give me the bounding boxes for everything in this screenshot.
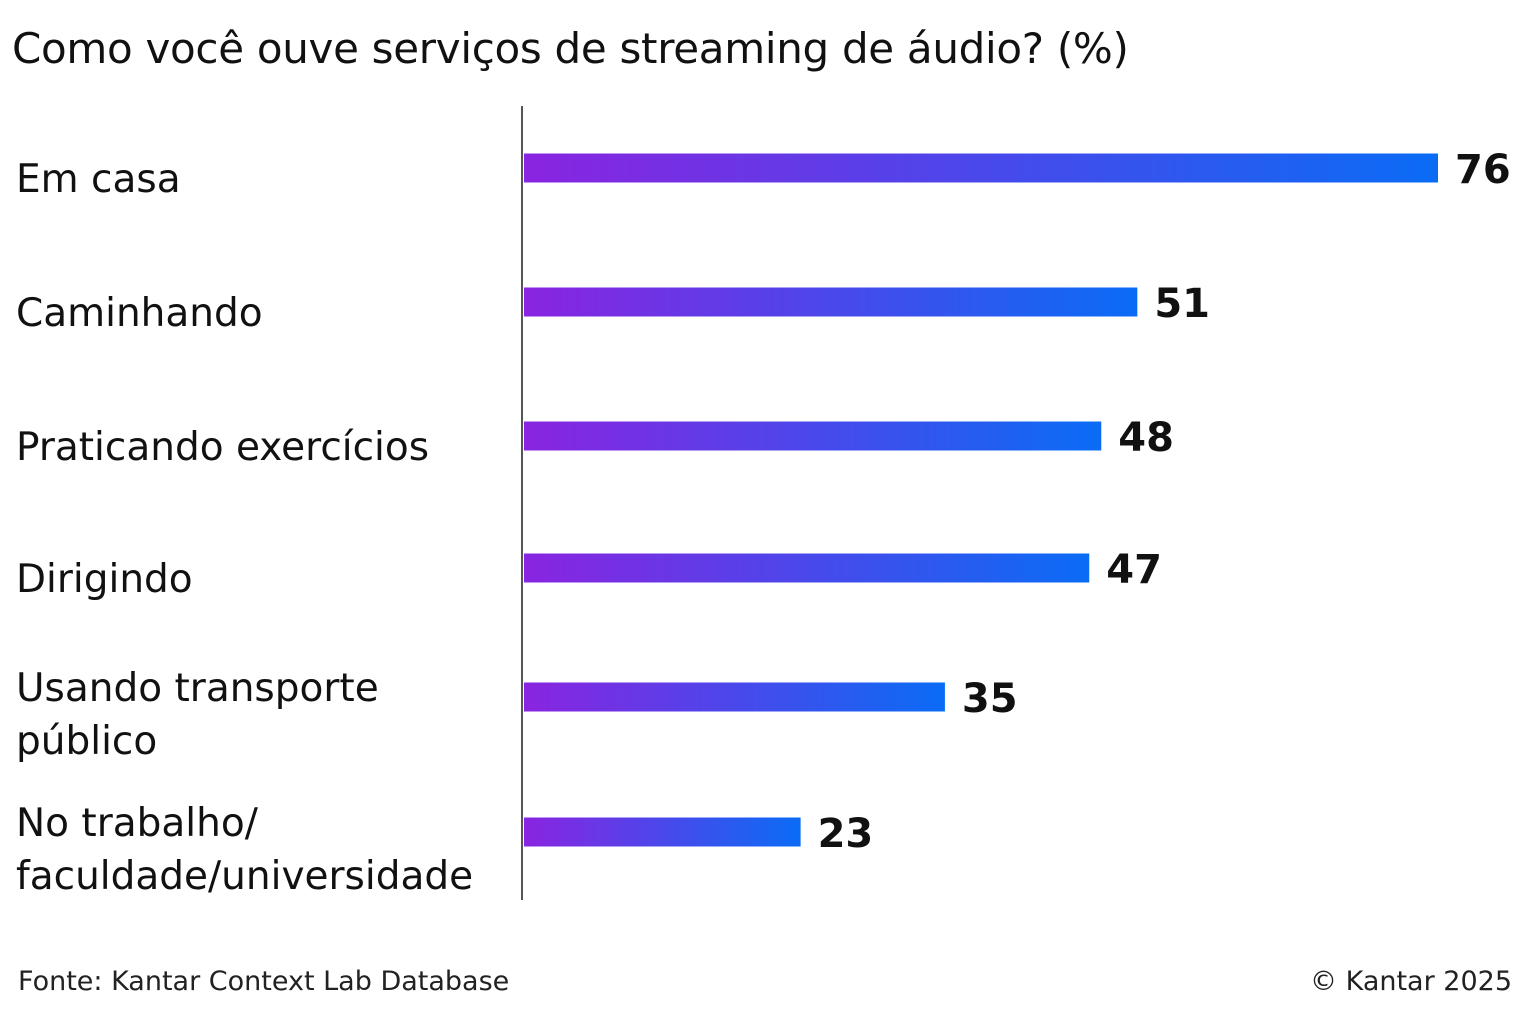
category-label-4: Usando transporte público — [16, 666, 379, 764]
bar-4 — [524, 682, 945, 712]
bar-5 — [524, 817, 801, 847]
bar-1 — [524, 287, 1138, 317]
category-label-2: Praticando exercícios — [16, 425, 429, 470]
category-label-line: No trabalho/ — [16, 801, 259, 846]
chart-title: Como você ouve serviços de streaming de … — [12, 24, 1129, 73]
category-label-line: Usando transporte — [16, 666, 379, 711]
category-label-line: Praticando exercícios — [16, 425, 429, 470]
bar-0 — [524, 153, 1438, 183]
value-label-4: 35 — [962, 676, 1018, 722]
bar-chart: 76 Em casa 51 Caminhando 48 Praticando exercí… — [16, 106, 1511, 900]
category-label-line: Dirigindo — [16, 557, 193, 602]
category-label-line: Caminhando — [16, 291, 263, 336]
category-label-1: Caminhando — [16, 291, 263, 336]
category-label-5: No trabalho/faculdade/universidade — [16, 801, 473, 899]
value-label-0: 76 — [1455, 147, 1511, 193]
category-label-0: Em casa — [16, 157, 181, 202]
category-label-line: público — [16, 719, 157, 764]
value-label-3: 47 — [1106, 547, 1162, 593]
category-label-line: faculdade/universidade — [16, 854, 473, 899]
value-label-1: 51 — [1154, 281, 1210, 327]
copyright-note: © Kantar 2025 — [1310, 966, 1512, 997]
bar-2 — [524, 421, 1102, 451]
value-label-2: 48 — [1118, 415, 1174, 461]
category-label-3: Dirigindo — [16, 557, 193, 602]
source-note: Fonte: Kantar Context Lab Database — [18, 966, 510, 997]
value-label-5: 23 — [818, 811, 874, 857]
category-label-line: Em casa — [16, 157, 181, 202]
bar-3 — [524, 553, 1090, 583]
